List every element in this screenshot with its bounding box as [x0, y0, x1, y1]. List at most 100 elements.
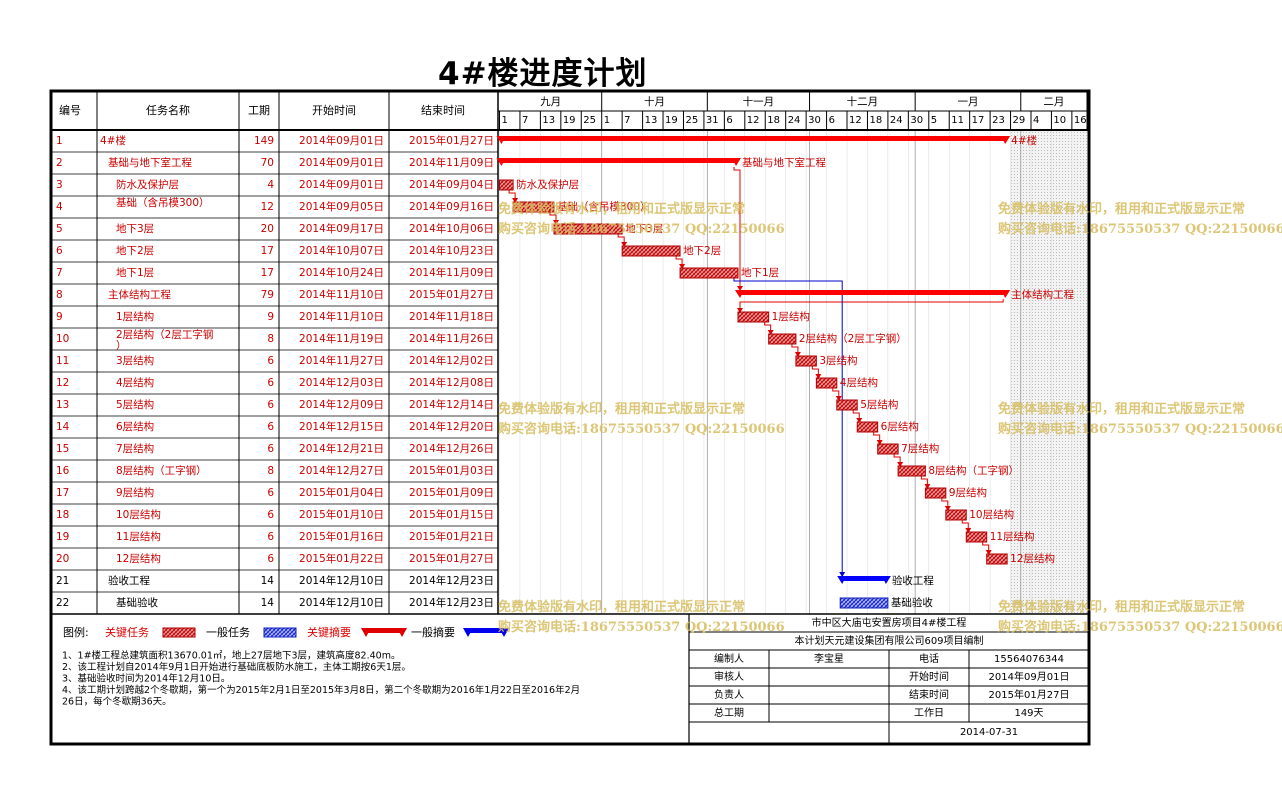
month-label: 十二月: [847, 95, 879, 108]
info-cell: 审核人: [714, 670, 744, 683]
dependency-arrow: [553, 220, 560, 225]
tick-label: 30: [910, 115, 923, 126]
dependency-link: [508, 190, 516, 202]
task-bar: [924, 487, 947, 499]
bar-label: 3层结构: [819, 354, 857, 367]
task-start: 2014年12月10日: [299, 596, 384, 609]
task-bar: [795, 355, 817, 367]
task-end: 2015年01月27日: [409, 134, 494, 147]
task-id: 4: [56, 201, 63, 213]
task-id: 1: [56, 135, 63, 147]
task-id: 3: [56, 179, 63, 191]
task-duration: 70: [261, 157, 274, 169]
tick-label: 5: [931, 115, 937, 126]
note-line: 3、基础验收时间为2014年12月10日。: [62, 673, 230, 685]
task-start: 2015年01月04日: [299, 486, 384, 499]
dependency-arrow: [794, 352, 801, 357]
dependency-link: [961, 520, 969, 532]
task-id: 15: [56, 443, 69, 455]
info-cell: 开始时间: [909, 670, 949, 683]
task-name: 主体结构工程: [108, 288, 171, 301]
bar-label: 4#楼: [1011, 134, 1037, 147]
task-name: 3层结构: [116, 354, 154, 367]
dependency-link: [982, 542, 990, 554]
task-name: 基础（含吊模300）: [116, 196, 210, 209]
task-end: 2014年12月20日: [409, 420, 494, 433]
bar-label: 地下1层: [741, 266, 779, 279]
bar-label: 4层结构: [840, 376, 878, 389]
task-bar: [839, 597, 889, 609]
legend-normal-summary-swatch: [466, 628, 506, 633]
task-name: 防水及保护层: [116, 178, 179, 191]
task-bar: [877, 443, 899, 455]
bar-label: 7层结构: [901, 442, 939, 455]
task-bar: [553, 223, 623, 235]
task-end: 2014年09月16日: [409, 200, 494, 213]
legend-critical-summary-cap: [361, 628, 371, 637]
task-end: 2014年11月18日: [409, 310, 494, 323]
task-id: 10: [56, 333, 69, 345]
dependency-arrow: [835, 396, 842, 401]
bar-label: 主体结构工程: [1011, 288, 1074, 301]
task-end: 2015年01月03日: [409, 464, 494, 477]
summary-cap: [734, 290, 744, 298]
bar-label: 验收工程: [892, 574, 934, 587]
task-name: 1层结构: [116, 310, 154, 323]
task-id: 7: [56, 267, 63, 279]
dependency-arrow: [621, 242, 628, 247]
tick-label: 24: [788, 115, 801, 126]
task-start: 2014年09月17日: [299, 222, 384, 235]
task-name: 基础验收: [116, 596, 158, 609]
dependency-link: [617, 234, 625, 246]
task-end: 2014年10月06日: [409, 222, 494, 235]
task-name: 基础与地下室工程: [108, 156, 192, 169]
task-duration: 6: [267, 421, 274, 433]
bar-label: 6层结构: [881, 420, 919, 433]
summary-cap: [1001, 136, 1011, 144]
task-start: 2014年11月10日: [299, 288, 384, 301]
tick-label: 6: [829, 115, 835, 126]
legend-normal-summary-cap: [463, 628, 473, 637]
dependency-link: [920, 476, 928, 488]
task-id: 21: [56, 575, 69, 587]
task-bar: [499, 179, 514, 191]
task-duration: 79: [261, 289, 274, 301]
dependency-arrow: [965, 528, 972, 533]
task-start: 2015年01月10日: [299, 508, 384, 521]
task-bar: [856, 421, 879, 433]
header-no: 编号: [59, 103, 81, 117]
tick-label: 7: [624, 115, 630, 126]
task-end: 2014年11月09日: [409, 156, 494, 169]
task-bar: [512, 201, 555, 213]
summary-bar: [499, 158, 738, 163]
header-duration: 工期: [248, 104, 270, 117]
task-end: 2015年01月15日: [409, 508, 494, 521]
task-name: 4层结构: [116, 376, 154, 389]
summary-cap: [1001, 290, 1011, 298]
bar-label: 12层结构: [1010, 552, 1055, 565]
task-name: 地下2层: [116, 244, 154, 257]
bar-label: 基础验收: [891, 596, 933, 609]
tick-label: 30: [808, 115, 821, 126]
task-duration: 6: [267, 531, 274, 543]
task-id: 8: [56, 289, 63, 301]
task-start: 2014年09月01日: [299, 134, 384, 147]
summary-bar: [840, 576, 888, 581]
note-line: 2、该工程计划自2014年9月1日开始进行基础底板防水施工，主体工期按6天1层。: [62, 661, 411, 673]
tick-label: 12: [849, 115, 862, 126]
info-project: 市中区大庙屯安置房项目4#楼工程: [812, 616, 967, 629]
header-name: 任务名称: [146, 103, 190, 117]
summary-cap: [837, 576, 847, 584]
task-duration: 6: [267, 399, 274, 411]
task-end: 2014年09月04日: [409, 178, 494, 191]
bar-label: 9层结构: [949, 486, 987, 499]
task-name: 9层结构: [116, 486, 154, 499]
task-bar: [737, 311, 770, 323]
dependency-link: [791, 344, 799, 356]
task-name: 10层结构: [116, 508, 161, 521]
task-id: 17: [56, 487, 69, 499]
tick-label: 4: [1033, 115, 1039, 126]
dependency-arrow: [736, 308, 743, 313]
tick-label: 1: [502, 115, 508, 126]
tick-label: 11: [951, 115, 964, 126]
